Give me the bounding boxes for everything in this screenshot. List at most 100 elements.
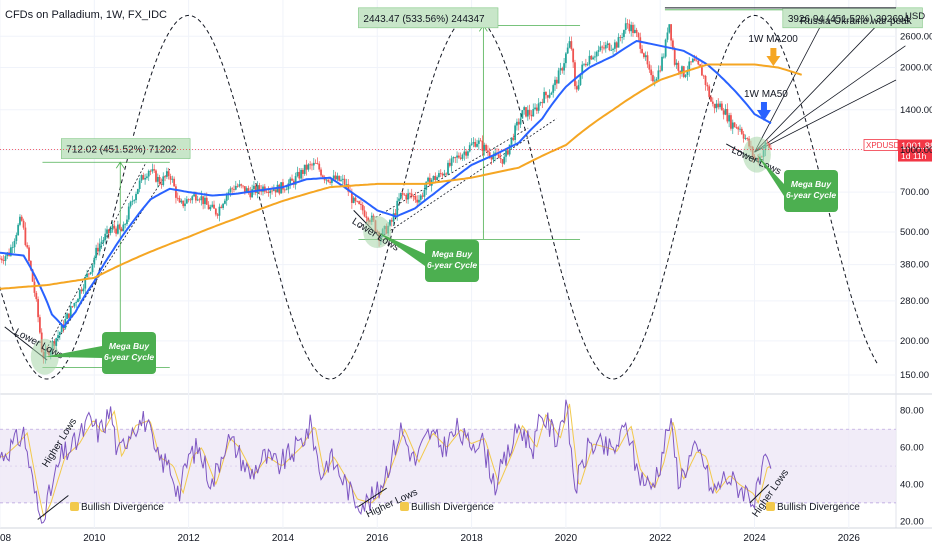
candle-body xyxy=(202,196,205,205)
candle-body xyxy=(650,69,653,76)
candle-body xyxy=(735,127,738,128)
candle-body xyxy=(11,247,14,248)
candle-body xyxy=(488,152,491,157)
candle-body xyxy=(231,188,234,190)
candle-body xyxy=(403,194,406,196)
price-tick-label: 2600.00 xyxy=(900,31,932,42)
candle-body xyxy=(612,48,614,50)
candle-body xyxy=(82,288,85,292)
candle-body xyxy=(164,176,166,178)
candle-body xyxy=(737,127,740,130)
candle-body xyxy=(225,194,228,201)
candle-body xyxy=(740,128,743,134)
candle-body xyxy=(619,37,622,38)
candle-body xyxy=(116,224,119,234)
candle-body xyxy=(109,229,112,234)
candle-body xyxy=(327,179,330,182)
candle-body xyxy=(287,183,290,190)
symbol-tag-text: XPDUSD xyxy=(866,141,900,150)
rsi-tick-label: 40.00 xyxy=(900,479,924,490)
candle-body xyxy=(688,61,691,72)
candle-body xyxy=(550,92,553,95)
candle-body xyxy=(468,145,471,152)
candle-body xyxy=(160,183,163,185)
candle-body xyxy=(267,191,270,194)
candle-body xyxy=(311,164,313,166)
candle-body xyxy=(648,64,651,70)
candle-body xyxy=(147,170,150,177)
candle-body xyxy=(214,208,217,215)
candle-body xyxy=(307,164,310,170)
candle-body xyxy=(220,206,223,208)
currency-label: USD xyxy=(905,11,925,22)
mega-buy-line2: 6-year Cycle xyxy=(786,190,836,200)
candle-body xyxy=(334,175,337,180)
candle-body xyxy=(574,62,576,87)
candle-body xyxy=(476,143,478,147)
candle-body xyxy=(200,196,203,201)
candle-body xyxy=(71,306,74,308)
candle-body xyxy=(447,162,449,175)
candle-body xyxy=(719,103,721,108)
candle-body xyxy=(677,62,680,71)
candle-body xyxy=(318,163,321,170)
candle-body xyxy=(122,224,125,232)
candle-body xyxy=(659,70,662,72)
candle-body xyxy=(597,50,600,52)
price-tick-label: 1400.00 xyxy=(900,105,932,116)
candle-body xyxy=(459,157,462,159)
candle-body xyxy=(456,155,458,158)
candle-body xyxy=(624,23,627,31)
candle-body xyxy=(512,137,515,140)
candle-body xyxy=(332,175,335,179)
candle-body xyxy=(579,74,582,85)
candle-body xyxy=(439,173,442,174)
bullish-divergence-icon xyxy=(70,502,79,511)
mega-buy-pointer xyxy=(756,154,784,196)
trend-line xyxy=(42,162,147,357)
candle-body xyxy=(87,273,90,275)
candle-body xyxy=(697,60,700,65)
candle-body xyxy=(305,164,308,170)
candle-body xyxy=(126,219,128,225)
candle-body xyxy=(0,258,3,261)
candle-body xyxy=(541,102,544,104)
candle-body xyxy=(390,220,393,222)
symbol-title: CFDs on Palladium, 1W, FX_IDC xyxy=(5,9,167,21)
candle-body xyxy=(572,48,575,63)
candle-body xyxy=(57,335,59,339)
mega-buy-line1: Mega Buy xyxy=(109,341,150,351)
candle-body xyxy=(617,37,620,48)
candle-body xyxy=(672,40,674,50)
candle-body xyxy=(233,189,235,190)
candle-body xyxy=(77,298,79,303)
candle-body xyxy=(149,170,152,172)
candle-body xyxy=(584,63,587,66)
candle-body xyxy=(626,23,629,25)
candle-body xyxy=(505,150,507,157)
candle-body xyxy=(436,177,439,181)
candle-body xyxy=(566,47,569,54)
time-tick-label: 2012 xyxy=(178,533,201,544)
candle-body xyxy=(120,228,123,232)
price-tick-label: 2000.00 xyxy=(900,62,932,73)
candle-body xyxy=(256,185,259,193)
candle-body xyxy=(345,184,348,185)
candle-body xyxy=(534,107,536,110)
candle-body xyxy=(501,159,504,164)
candle-body xyxy=(106,229,108,234)
candle-body xyxy=(19,216,21,225)
candle-body xyxy=(412,196,415,197)
candle-body xyxy=(465,151,468,156)
candle-body xyxy=(554,79,556,86)
candle-body xyxy=(37,299,39,318)
candle-body xyxy=(354,197,357,202)
candle-body xyxy=(603,47,605,49)
candle-body xyxy=(644,55,647,58)
candle-body xyxy=(301,169,304,174)
candle-body xyxy=(60,324,63,333)
candle-body xyxy=(24,227,27,246)
candle-body xyxy=(229,188,232,193)
candle-body xyxy=(58,332,61,336)
